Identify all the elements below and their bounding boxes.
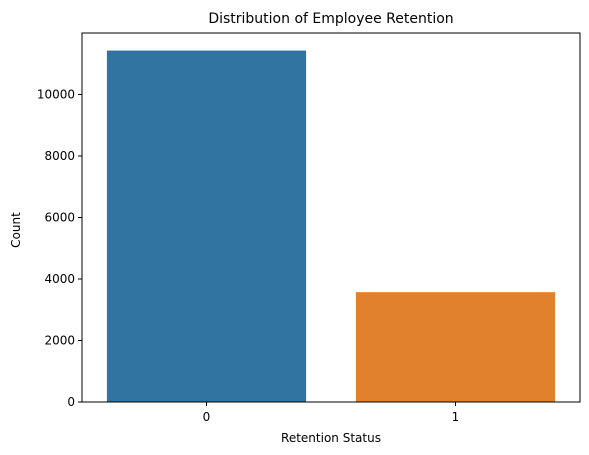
y-tick-label: 0 (67, 395, 75, 409)
y-axis-label: Count (9, 212, 23, 248)
y-tick-label: 10000 (37, 87, 75, 101)
y-tick-label: 6000 (44, 210, 75, 224)
chart-title: Distribution of Employee Retention (208, 11, 453, 27)
x-axis-label: Retention Status (281, 431, 381, 445)
x-tick-label: 1 (452, 410, 460, 424)
y-axis-ticks: 0 2000 4000 6000 8000 10000 (37, 87, 82, 409)
y-tick-label: 4000 (44, 272, 75, 286)
y-tick-label: 2000 (44, 333, 75, 347)
bar-1 (355, 292, 556, 402)
y-tick-label: 8000 (44, 149, 75, 163)
bars-group (106, 50, 556, 402)
x-tick-label: 0 (203, 410, 211, 424)
bar-0 (106, 50, 307, 402)
